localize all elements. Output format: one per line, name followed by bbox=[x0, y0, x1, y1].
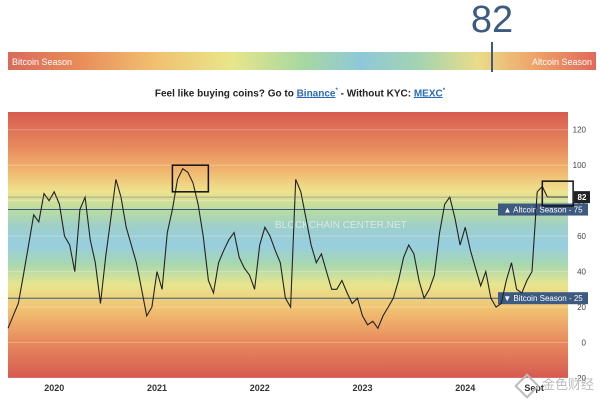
x-tick-label: 2021 bbox=[147, 383, 167, 393]
y-tick-label: 0 bbox=[582, 339, 587, 348]
x-tick-label: 2023 bbox=[352, 383, 372, 393]
bitcoin-season-label: Bitcoin Season bbox=[12, 57, 73, 67]
altcoin-index-line bbox=[7, 167, 568, 330]
x-tick-label: 2022 bbox=[250, 383, 270, 393]
highlight-box bbox=[171, 164, 210, 193]
watermark-logo-icon bbox=[514, 373, 540, 399]
altcoin-season-label: Altcoin Season bbox=[531, 57, 592, 67]
bitcoin-season-threshold-label: ▼ Bitcoin Season - 25 bbox=[503, 294, 583, 303]
x-tick-label: 2024 bbox=[455, 383, 475, 393]
gauge-marker bbox=[491, 42, 493, 72]
altcoin-season-chart: -20020406080100120 20202021202220232024S… bbox=[7, 112, 590, 393]
promo-middle-text: - Without KYC: bbox=[337, 88, 414, 100]
binance-link[interactable]: Binance bbox=[296, 88, 336, 100]
mexc-link[interactable]: MEXC bbox=[413, 88, 443, 100]
mexc-sup: * bbox=[442, 88, 446, 94]
binance-sup: * bbox=[335, 88, 338, 94]
y-tick-label: 60 bbox=[577, 232, 586, 241]
chart-watermark: BLOCKCHAIN CENTER.NET bbox=[275, 220, 407, 231]
highlight-boxes bbox=[171, 164, 574, 207]
highlight-box bbox=[541, 180, 574, 207]
y-tick-label: 40 bbox=[577, 268, 586, 277]
bitcoin-season-threshold-tag bbox=[498, 292, 588, 305]
season-gauge-bar bbox=[8, 52, 596, 70]
y-tick-label: 20 bbox=[577, 303, 586, 312]
gauge-value: 82 bbox=[470, 0, 514, 41]
y-tick-labels: -20020406080100120 bbox=[573, 126, 587, 383]
corner-watermark-text: 金色财经 bbox=[541, 377, 594, 393]
corner-watermark: 金色财经 bbox=[514, 373, 594, 399]
x-tick-label: 2020 bbox=[44, 383, 64, 393]
x-tick-labels: 2020 2021 2022 2023 2024 Sept bbox=[44, 383, 544, 393]
y-gridlines bbox=[8, 129, 568, 379]
y-tick-label: 100 bbox=[573, 161, 587, 170]
altcoin-season-threshold-label: ▲ Altcoin Season - 75 bbox=[503, 206, 583, 215]
chart-background bbox=[8, 112, 568, 378]
y-tick-label: 120 bbox=[573, 126, 587, 135]
current-value-marker: 82 bbox=[8, 191, 590, 204]
current-value-label: 82 bbox=[578, 193, 587, 202]
y-tick-label: -20 bbox=[574, 374, 586, 383]
x-tick-label: Sept bbox=[524, 383, 544, 393]
promo-banner: Feel like buying coins? Go to Binance* -… bbox=[0, 88, 600, 99]
promo-text: Feel like buying coins? Go to bbox=[154, 88, 297, 100]
current-value-tag bbox=[574, 191, 590, 204]
